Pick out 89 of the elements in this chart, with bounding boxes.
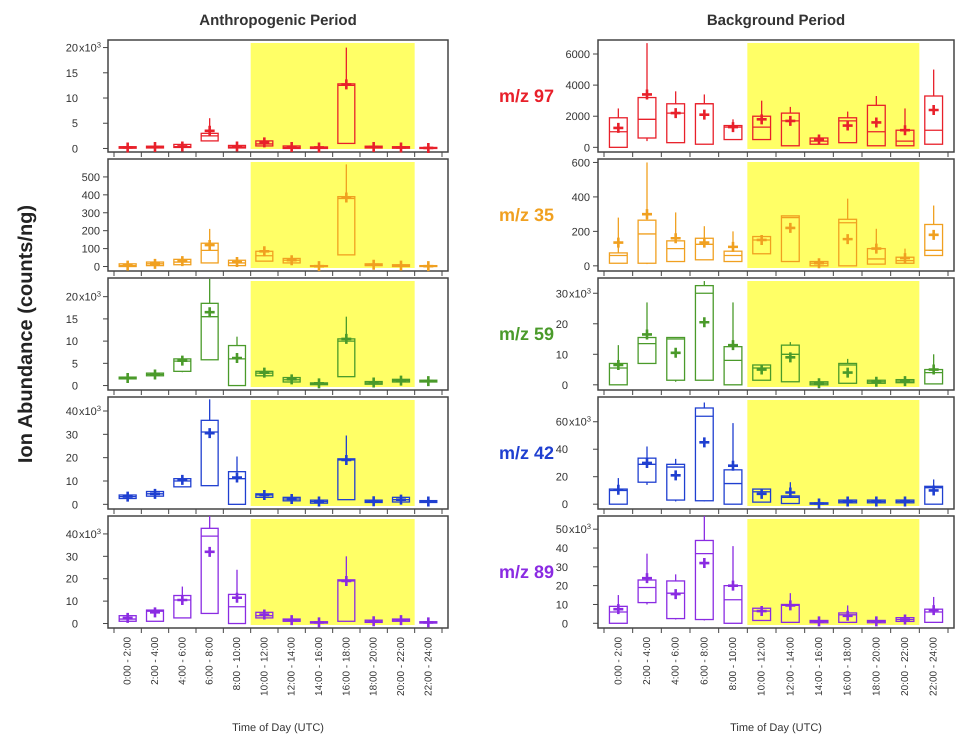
y-tick-label: 0 [562, 380, 568, 392]
y-tick-label: 40 [556, 543, 568, 555]
y-tick-label: 30 [66, 429, 78, 442]
y-tick-label: 20 [66, 574, 78, 586]
y-tick-label: 15 [66, 68, 78, 80]
y-tick-label: 20 [66, 292, 78, 304]
y-tick-label: 400 [572, 192, 590, 204]
x-tick-label: 20:00 - 22:00 [396, 636, 407, 696]
y-tick-label: 500 [82, 172, 100, 184]
text: m/z 35 [498, 205, 554, 225]
x-tick-label: 0:00 - 2:00 [122, 636, 134, 685]
x-tick-label: 6:00 - 8:00 [699, 636, 710, 685]
y-tick-label: 0 [72, 143, 78, 156]
y-tick-label: 2000 [566, 111, 590, 124]
y-tick-label: 5 [72, 358, 78, 370]
x-tick-label: 8:00 - 10:00 [728, 636, 739, 690]
y-tick-label: 20 [556, 318, 568, 331]
y-tick-label: 600 [572, 157, 590, 170]
y-tick-label: 15 [66, 314, 78, 326]
x-tick-label: 4:00 - 6:00 [177, 636, 188, 685]
y-tick-label: 20 [66, 42, 78, 55]
x-axis-title: Time of Day (UTC) [730, 722, 822, 734]
y-tick-label: 6000 [566, 49, 590, 61]
y-tick-label: 0 [94, 262, 100, 274]
y-tick-label: 10 [66, 596, 78, 608]
y-tick-label: 50 [556, 524, 568, 536]
x-tick-label: 16:00 - 18:00 [842, 636, 854, 696]
text: x10$^{3}$ [79, 40, 102, 55]
text: x10$^{3}$ [79, 289, 102, 304]
x-tick-label: 6:00 - 8:00 [204, 636, 216, 685]
y-tick-label: 200 [82, 226, 100, 238]
x-tick-label: 2:00 - 4:00 [642, 636, 653, 685]
y-tick-label: 20 [556, 472, 568, 484]
y-tick-label: 0 [72, 618, 78, 631]
y-tick-label: 0 [584, 142, 590, 154]
x-tick-label: 16:00 - 18:00 [341, 636, 352, 696]
y-tick-label: 30 [66, 551, 78, 564]
x-tick-label: 0:00 - 2:00 [613, 636, 624, 685]
y-tick-label: 0 [72, 380, 78, 393]
text: m/z 89 [498, 562, 554, 582]
x-tick-label: 12:00 - 14:00 [286, 636, 298, 696]
y-tick-label: 60 [556, 416, 568, 429]
chart-title: Anthropogenic Period [199, 12, 357, 29]
text: x10$^{3}$ [569, 414, 592, 429]
y-tick-label: 0 [584, 260, 590, 273]
y-tick-label: 200 [572, 226, 590, 238]
x-tick-label: 14:00 - 16:00 [814, 636, 825, 696]
x-tick-label: 20:00 - 22:00 [900, 636, 911, 696]
y-tick-label: 0 [562, 618, 568, 630]
y-tick-label: 5 [72, 118, 78, 130]
y-tick-label: 10 [66, 93, 78, 106]
chart-title: Background Period [706, 12, 846, 29]
x-tick-label: 22:00 - 24:00 [423, 636, 434, 696]
text: x10$^{3}$ [569, 286, 592, 300]
x-axis-title: Time of Day (UTC) [232, 722, 324, 734]
text: x10$^{3}$ [569, 522, 592, 536]
y-tick-label: 0 [562, 499, 568, 512]
y-tick-label: 30 [556, 562, 568, 574]
x-tick-label: 12:00 - 14:00 [785, 636, 796, 696]
y-tick-label: 100 [82, 244, 100, 256]
y-axis-title: Ion Abundance (counts/ng) [15, 204, 37, 464]
y-tick-label: 10 [66, 336, 78, 348]
y-tick-label: 40 [556, 444, 568, 456]
text: x10$^{3}$ [79, 526, 102, 541]
text: x10$^{3}$ [79, 404, 102, 418]
y-tick-label: 20 [556, 580, 568, 593]
y-tick-label: 300 [82, 208, 100, 220]
y-tick-label: 10 [556, 599, 568, 612]
text: m/z 59 [498, 324, 554, 344]
x-tick-label: 2:00 - 4:00 [150, 636, 161, 685]
y-tick-label: 30 [556, 288, 568, 300]
y-tick-label: 0 [72, 499, 78, 512]
y-tick-label: 400 [82, 190, 100, 202]
x-tick-label: 14:00 - 16:00 [314, 636, 325, 696]
y-tick-label: 4000 [566, 80, 590, 92]
x-tick-label: 18:00 - 20:00 [368, 636, 380, 696]
x-tick-label: 10:00 - 12:00 [259, 636, 270, 696]
x-tick-label: 22:00 - 24:00 [928, 636, 940, 696]
y-tick-label: 10 [66, 476, 78, 488]
x-tick-label: 10:00 - 12:00 [756, 636, 768, 696]
y-tick-label: 40 [66, 406, 78, 418]
x-tick-label: 18:00 - 20:00 [871, 636, 882, 696]
y-tick-label: 20 [66, 452, 78, 465]
y-tick-label: 40 [66, 528, 78, 541]
text: m/z 42 [498, 443, 554, 463]
text: m/z 97 [498, 86, 554, 106]
x-tick-label: 8:00 - 10:00 [232, 636, 243, 690]
y-tick-label: 10 [556, 349, 568, 362]
x-tick-label: 4:00 - 6:00 [670, 636, 682, 685]
